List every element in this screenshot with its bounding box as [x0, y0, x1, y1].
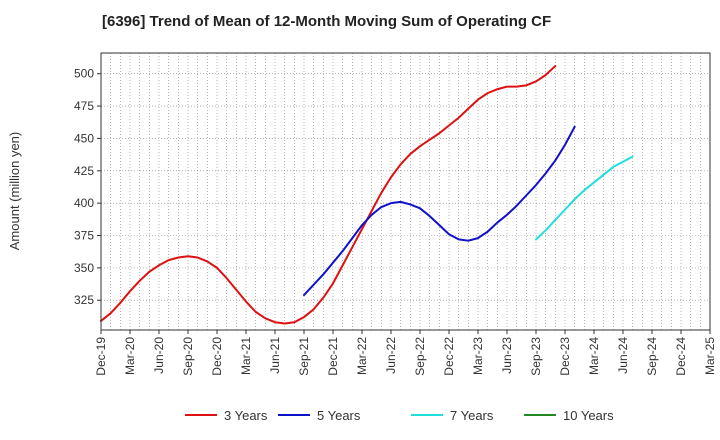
- x-tick-label: Jun-20: [152, 337, 166, 374]
- x-tick-label: Dec-19: [94, 337, 108, 376]
- plot-frame: [100, 52, 711, 331]
- x-tick-label: Mar-22: [355, 337, 369, 375]
- x-tick-label: Dec-24: [674, 337, 688, 376]
- y-tick-label: 475: [74, 99, 94, 113]
- legend: 3 Years 5 Years 7 Years 10 Years: [185, 408, 614, 423]
- series-line-7-years: [535, 155, 634, 241]
- x-tick-label: Mar-21: [239, 337, 253, 375]
- y-tick-label: 350: [74, 261, 94, 275]
- y-tick-label: 425: [74, 164, 94, 178]
- series-line-3-years: [100, 64, 557, 325]
- x-tick-labels: Dec-19 Mar-20 Jun-20 Sep-20 Dec-20 Mar-21 Jun-…: [94, 330, 717, 376]
- x-tick-label: Mar-25: [703, 337, 717, 375]
- x-tick-label: Sep-20: [181, 337, 195, 376]
- x-tick-label: Mar-23: [471, 337, 485, 375]
- grid-layer: [101, 53, 710, 330]
- x-tick-label: Jun-23: [500, 337, 514, 374]
- y-tick-label: 375: [74, 229, 94, 243]
- x-tick-label: Dec-22: [442, 337, 456, 376]
- series-layer: [100, 64, 634, 325]
- series-line-5-years: [303, 125, 576, 297]
- x-tick-label: Sep-23: [529, 337, 543, 376]
- x-tick-label: Sep-24: [645, 337, 659, 376]
- y-axis-title: Amount (million yen): [7, 132, 22, 251]
- legend-label-7-years: 7 Years: [450, 408, 494, 423]
- legend-label-3-years: 3 Years: [224, 408, 268, 423]
- y-tick-label: 400: [74, 196, 94, 210]
- x-tick-label: Jun-24: [616, 337, 630, 374]
- y-tick-label: 450: [74, 131, 94, 145]
- x-tick-label: Dec-21: [326, 337, 340, 376]
- x-tick-label: Mar-20: [123, 337, 137, 375]
- legend-label-5-years: 5 Years: [317, 408, 361, 423]
- x-tick-label: Sep-22: [413, 337, 427, 376]
- chart-title: [6396] Trend of Mean of 12-Month Moving …: [102, 13, 552, 30]
- y-tick-labels: 325 350 375 400 425 450 475 500: [74, 67, 101, 307]
- x-tick-label: Jun-22: [384, 337, 398, 374]
- y-tick-label: 500: [74, 67, 94, 81]
- x-tick-label: Dec-20: [210, 337, 224, 376]
- x-tick-label: Sep-21: [297, 337, 311, 376]
- x-tick-label: Mar-24: [587, 337, 601, 375]
- y-tick-label: 325: [74, 293, 94, 307]
- legend-label-10-years: 10 Years: [563, 408, 614, 423]
- x-tick-label: Dec-23: [558, 337, 572, 376]
- x-tick-label: Jun-21: [268, 337, 282, 374]
